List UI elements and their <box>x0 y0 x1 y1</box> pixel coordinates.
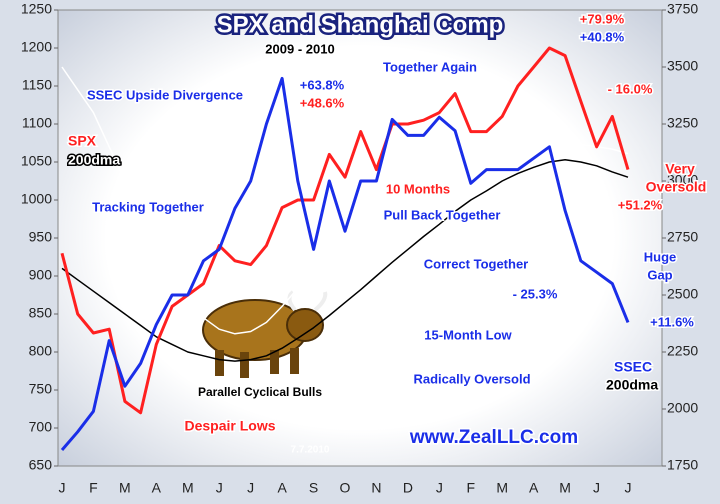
y2-tick-label: 2000 <box>667 400 698 416</box>
y-tick-label: 750 <box>29 381 53 397</box>
annotation: +51.2% <box>618 197 663 212</box>
y2-tick-label: 1750 <box>667 457 698 473</box>
annotation: Despair Lows <box>184 418 275 434</box>
y2-tick-label: 3250 <box>667 115 698 131</box>
annotation: Huge <box>644 249 677 264</box>
y-tick-label: 1150 <box>22 77 52 93</box>
annotation: - 16.0% <box>608 81 653 96</box>
series-line <box>60 76 630 451</box>
x-tick-label: F <box>89 480 98 496</box>
series-label: SSEC <box>614 359 652 375</box>
x-tick-label: A <box>529 480 539 496</box>
x-tick-label: N <box>371 480 381 496</box>
plot-area <box>57 9 663 467</box>
y-tick-label: 1250 <box>21 1 52 17</box>
y-tick-label: 1200 <box>21 39 52 55</box>
annotation: Very <box>665 161 695 177</box>
series-label: SPX <box>68 133 97 149</box>
x-tick-label: J <box>593 480 600 496</box>
x-tick-label: J <box>216 480 223 496</box>
annotation: 7.7.2010 <box>291 445 330 456</box>
annotation: Oversold <box>646 179 707 195</box>
y-tick-label: 700 <box>29 419 53 435</box>
x-tick-label: M <box>182 480 194 496</box>
x-tick-label: J <box>247 480 254 496</box>
x-tick-label: M <box>559 480 571 496</box>
x-tick-label: J <box>625 480 632 496</box>
annotation: Radically Oversold <box>413 371 530 386</box>
series-line <box>61 158 629 362</box>
series-label: 200dma <box>68 152 120 168</box>
annotation: +11.6% <box>650 314 694 329</box>
annotation: +63.8% <box>300 77 345 92</box>
y-tick-label: 650 <box>29 457 53 473</box>
y-tick-label: 1050 <box>21 153 52 169</box>
annotation: 15-Month Low <box>424 327 512 342</box>
annotation: Gap <box>647 267 672 282</box>
annotation: www.ZealLLC.com <box>409 427 578 448</box>
chart-subtitle: 2009 - 2010 <box>265 41 334 56</box>
y-tick-label: 900 <box>29 267 53 283</box>
y2-tick-label: 2750 <box>667 229 698 245</box>
annotation: 10 Months <box>386 181 450 196</box>
y2-tick-label: 3750 <box>667 1 698 17</box>
y2-tick-label: 3000 <box>667 172 698 188</box>
annotation: Correct Together <box>424 256 529 271</box>
x-tick-label: A <box>277 480 287 496</box>
annotation: Pull Back Together <box>384 207 501 222</box>
annotation: SSEC Upside Divergence <box>87 87 243 102</box>
annotation: Tracking Together <box>92 199 204 214</box>
chart-title: SPX and Shanghai Comp <box>217 11 504 38</box>
x-tick-label: J <box>436 480 443 496</box>
annotation: - 25.3% <box>513 286 558 301</box>
x-tick-label: F <box>466 480 475 496</box>
y-tick-label: 1000 <box>21 191 52 207</box>
y2-tick-label: 2250 <box>667 343 698 359</box>
series-label: 200dma <box>606 377 658 393</box>
x-tick-label: D <box>403 480 413 496</box>
x-tick-label: O <box>340 480 351 496</box>
y-tick-label: 800 <box>29 343 53 359</box>
bull-icon <box>202 290 328 378</box>
y-tick-label: 1100 <box>22 115 52 131</box>
series-line <box>60 46 630 415</box>
y2-tick-label: 3500 <box>667 58 698 74</box>
annotation: Together Again <box>383 59 477 74</box>
x-tick-label: A <box>152 480 162 496</box>
y-tick-label: 950 <box>29 229 53 245</box>
x-tick-label: S <box>309 480 318 496</box>
x-tick-label: J <box>59 480 66 496</box>
x-tick-label: M <box>496 480 508 496</box>
annotation: +40.8% <box>580 29 625 44</box>
annotation: Parallel Cyclical Bulls <box>198 385 322 399</box>
y-tick-label: 850 <box>29 305 53 321</box>
annotation: +48.6% <box>300 95 345 110</box>
y2-tick-label: 2500 <box>667 286 698 302</box>
x-tick-label: M <box>119 480 131 496</box>
annotation: +79.9% <box>580 11 625 26</box>
